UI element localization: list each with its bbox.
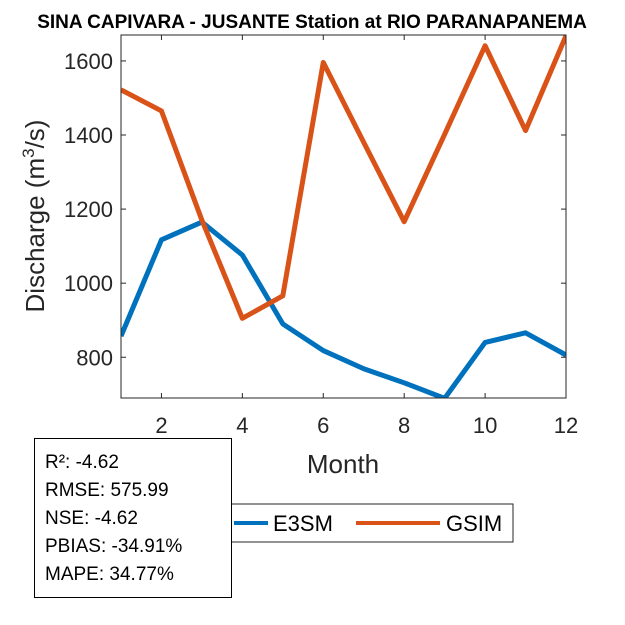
plot-area [121,35,566,398]
y-tick-label: 800 [76,345,113,370]
chart-title: SINA CAPIVARA - JUSANTE Station at RIO P… [37,12,587,33]
y-ticks: 800 1000 1200 1400 1600 [64,49,566,370]
axes-box [120,34,567,399]
y-tick-label: 1000 [64,271,113,296]
x-axis-label: Month [307,449,379,479]
stat-r2: R²: -4.62 [45,452,119,473]
series-line-e3sm [121,219,566,398]
x-tick-label: 12 [554,413,578,438]
x-tick-label: 8 [398,413,410,438]
series-line-gsim [121,35,566,321]
stats-box: R²: -4.62 RMSE: 575.99 NSE: -4.62 PBIAS:… [34,438,232,598]
stat-rmse: RMSE: 575.99 [45,480,169,501]
x-ticks: 2 4 6 8 10 12 [155,35,578,438]
x-tick-label: 4 [236,413,248,438]
stat-pbias: PBIAS: -34.91% [45,536,183,557]
series-lines [121,35,566,398]
y-axis-label: Discharge (m3/s) [19,120,50,313]
y-axis-label-tail: /s) [20,120,50,149]
legend-label-gsim: GSIM [446,511,502,536]
legend: E3SM GSIM [227,503,514,543]
x-tick-label: 2 [155,413,167,438]
axes-background [121,35,566,398]
x-tick-label: 10 [473,413,497,438]
y-tick-label: 1600 [64,49,113,74]
legend-label-e3sm: E3SM [273,511,333,536]
y-tick-label: 1200 [64,197,113,222]
y-axis-label-main: Discharge (m [20,158,50,313]
stat-nse: NSE: -4.62 [45,508,138,529]
y-tick-label: 1400 [64,123,113,148]
y-axis-label-sup: 3 [19,148,38,157]
stat-mape: MAPE: 34.77% [45,564,174,585]
x-tick-label: 6 [317,413,329,438]
